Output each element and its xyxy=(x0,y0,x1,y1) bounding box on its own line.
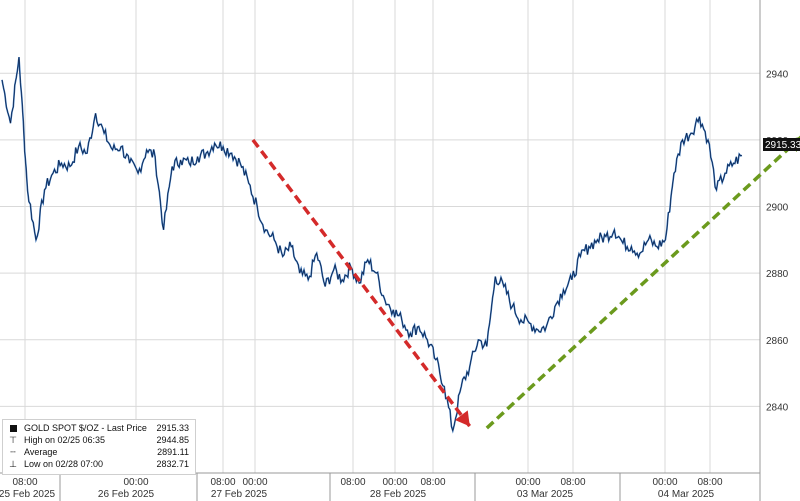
y-axis-ticks: 284028602880290029202940 xyxy=(766,69,789,413)
x-date-label: 28 Feb 2025 xyxy=(370,489,427,500)
last-price-tag-text: 2915.33 xyxy=(765,140,800,151)
y-tick-label: 2940 xyxy=(766,69,789,80)
square-icon xyxy=(8,423,18,435)
x-date-label: 26 Feb 2025 xyxy=(98,489,155,500)
y-tick-label: 2860 xyxy=(766,336,789,347)
low-marker-icon: ⊥ xyxy=(9,459,17,469)
x-date-label: 27 Feb 2025 xyxy=(211,489,268,500)
legend-label: Average xyxy=(24,447,58,457)
legend: GOLD SPOT $/OZ - Last Price 2915.33 ⊤ Hi… xyxy=(2,419,196,475)
x-date-label: 03 Mar 2025 xyxy=(517,489,574,500)
legend-label: Low on 02/28 07:00 xyxy=(24,459,104,469)
downtrend-arrow xyxy=(251,138,472,428)
x-time-label: 08:00 xyxy=(12,477,37,488)
legend-label: High on 02/25 06:35 xyxy=(24,435,106,445)
price-line xyxy=(1,57,743,434)
y-tick-label: 2840 xyxy=(766,402,789,413)
uptrend-arrow xyxy=(485,135,800,430)
legend-label: GOLD SPOT $/OZ - Last Price xyxy=(24,423,147,433)
legend-value: 2915.33 xyxy=(156,423,189,433)
average-line-icon: ┄ xyxy=(10,447,16,457)
x-date-label: 25 Feb 2025 xyxy=(0,489,56,500)
x-time-label: 00:00 xyxy=(123,477,148,488)
legend-value: 2944.85 xyxy=(156,435,189,445)
x-date-label: 04 Mar 2025 xyxy=(658,489,715,500)
x-time-label: 08:00 xyxy=(420,477,445,488)
x-time-label: 00:00 xyxy=(652,477,677,488)
y-tick-label: 2900 xyxy=(766,203,789,214)
x-time-label: 08:00 xyxy=(560,477,585,488)
x-time-label: 08:00 xyxy=(340,477,365,488)
x-time-label: 00:00 xyxy=(515,477,540,488)
legend-item-low: ⊥ Low on 02/28 07:00 2832.71 xyxy=(8,459,191,470)
price-line-shadow xyxy=(1,57,743,432)
x-time-label: 00:00 xyxy=(382,477,407,488)
x-time-label: 08:00 xyxy=(697,477,722,488)
legend-item-average: ┄ Average 2891.11 xyxy=(8,447,191,458)
x-axis-ticks: 08:00 00:00 08:00 00:00 08:00 00:00 08:00 00:00… xyxy=(0,477,723,500)
legend-item-last-price: GOLD SPOT $/OZ - Last Price 2915.33 xyxy=(8,423,191,434)
vertical-gridlines xyxy=(24,0,711,473)
y-tick-label: 2880 xyxy=(766,269,789,280)
arrow-head xyxy=(454,410,470,427)
last-price-tag: 2915.33 xyxy=(763,138,800,151)
x-time-label: 08:00 xyxy=(210,477,235,488)
legend-item-high: ⊤ High on 02/25 06:35 2944.85 xyxy=(8,435,191,446)
horizontal-gridlines xyxy=(0,72,760,407)
legend-value: 2891.11 xyxy=(157,447,189,457)
high-marker-icon: ⊤ xyxy=(9,435,17,445)
x-time-label: 00:00 xyxy=(242,477,267,488)
legend-value: 2832.71 xyxy=(156,459,189,469)
